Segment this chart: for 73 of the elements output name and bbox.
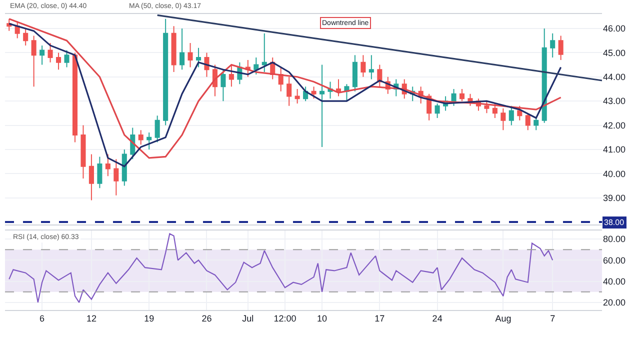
candlestick: [72, 52, 78, 143]
candlestick: [171, 26, 176, 73]
candlestick: [138, 130, 144, 146]
candlestick: [286, 76, 292, 106]
x-tick-label: 17: [374, 314, 385, 324]
candlestick: [311, 86, 316, 100]
candlestick: [80, 124, 86, 179]
candlestick: [245, 59, 250, 78]
candlestick: [88, 154, 94, 201]
y-tick-label: 46.00: [603, 24, 626, 34]
candlestick: [64, 50, 70, 68]
x-tick-label: 12: [86, 314, 96, 324]
y-tick-label: 42.00: [603, 120, 626, 130]
x-tick-label: 12:00: [274, 314, 296, 324]
candlestick: [320, 64, 325, 148]
y-tick-label: 80.00: [603, 234, 626, 244]
y-tick-label: 45.00: [603, 48, 626, 58]
y-tick-label: 43.00: [603, 96, 626, 106]
x-tick-label: Aug: [495, 314, 512, 324]
x-tick-label: Jul: [242, 314, 254, 324]
y-tick-label: 40.00: [603, 168, 626, 179]
x-tick-label: 24: [432, 314, 442, 324]
candlestick: [97, 156, 102, 189]
candlestick: [500, 108, 506, 131]
y-tick-label: 44.00: [603, 72, 626, 82]
candlestick: [294, 88, 300, 104]
candlestick: [360, 54, 366, 78]
candlestick: [542, 28, 547, 124]
y-tick-label: 40.00: [603, 276, 626, 286]
candlestick: [196, 47, 202, 68]
candlestick: [146, 132, 152, 150]
candlestick: [352, 54, 358, 92]
candlestick: [460, 88, 465, 102]
candlestick: [558, 35, 564, 60]
ref-line-label: 38.00: [604, 218, 625, 227]
x-tick-label: 26: [202, 314, 212, 324]
x-tick-label: 7: [550, 314, 556, 324]
candlestick: [163, 18, 168, 126]
candlestick: [368, 54, 374, 80]
y-tick-label: 41.00: [603, 144, 626, 155]
candlestick: [508, 105, 514, 126]
candlestick: [48, 42, 53, 63]
candlestick: [550, 32, 556, 58]
x-tick-label: 19: [144, 314, 154, 324]
x-tick-label: 6: [40, 314, 45, 324]
y-tick-label: 39.00: [603, 192, 626, 203]
candlestick: [114, 158, 119, 196]
candlestick: [31, 35, 36, 88]
y-tick-label: 60.00: [603, 255, 626, 266]
x-tick-label: 10: [317, 314, 328, 324]
candlestick: [278, 66, 284, 92]
candlestick: [40, 44, 45, 66]
candlestick: [154, 115, 160, 143]
candlestick: [434, 103, 440, 119]
candlestick: [204, 52, 210, 78]
candlestick: [468, 93, 473, 106]
y-tick-label: 20.00: [603, 298, 626, 308]
candlestick: [220, 69, 226, 102]
candlestick: [336, 78, 342, 97]
candlestick: [254, 57, 259, 75]
candlestick: [56, 52, 62, 70]
candlestick: [188, 42, 193, 68]
candlestick: [228, 64, 234, 88]
candlestick: [122, 148, 127, 186]
candlestick: [525, 112, 530, 131]
candlestick: [484, 100, 490, 114]
candlestick: [262, 32, 267, 73]
candlestick: [23, 28, 28, 46]
candlestick: [180, 28, 185, 70]
candlestick: [451, 88, 456, 106]
candlestick: [492, 103, 498, 119]
candlestick: [105, 154, 110, 177]
candlestick: [534, 118, 539, 131]
